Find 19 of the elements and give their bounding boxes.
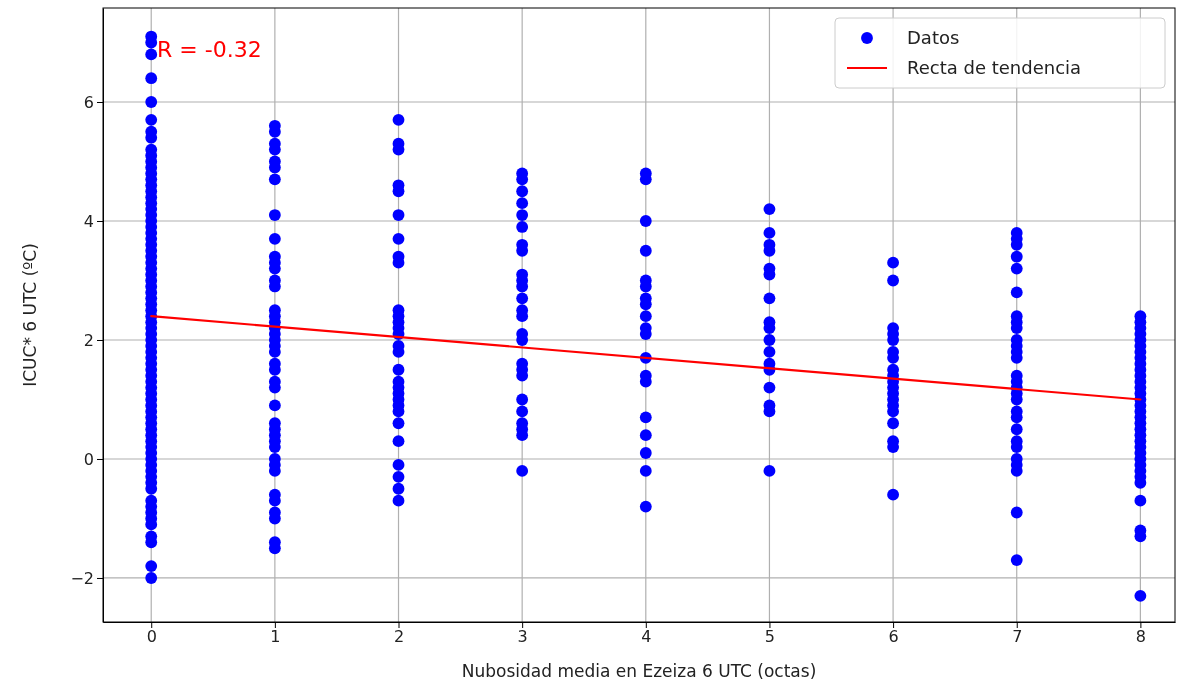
x-tick-label: 7 [1012, 627, 1023, 647]
annotation: R = -0.32 [157, 37, 262, 62]
x-tick-label: 5 [764, 627, 776, 647]
x-tick-label: 3 [517, 627, 528, 647]
x-tick-label: 4 [641, 627, 652, 647]
y-tick-label: 0 [83, 449, 94, 469]
x-tick-label: 8 [1135, 627, 1146, 647]
x-tick-label: 2 [393, 627, 405, 647]
x-tick-label: 1 [270, 627, 281, 647]
legend-label: Datos [907, 27, 960, 48]
y-tick-label: 2 [83, 330, 94, 350]
legend-label: Recta de tendencia [907, 57, 1082, 78]
y-axis-title: ICUC* 6 UTC (ºC) [20, 243, 40, 387]
x-tick-label: 6 [888, 627, 899, 647]
y-tick-label: 6 [83, 92, 94, 112]
y-tick-label: 4 [83, 211, 94, 231]
x-tick-label: 0 [146, 627, 157, 647]
y-tick-label: −2 [70, 568, 94, 588]
x-axis-title: Nubosidad media en Ezeiza 6 UTC (octas) [461, 661, 817, 681]
